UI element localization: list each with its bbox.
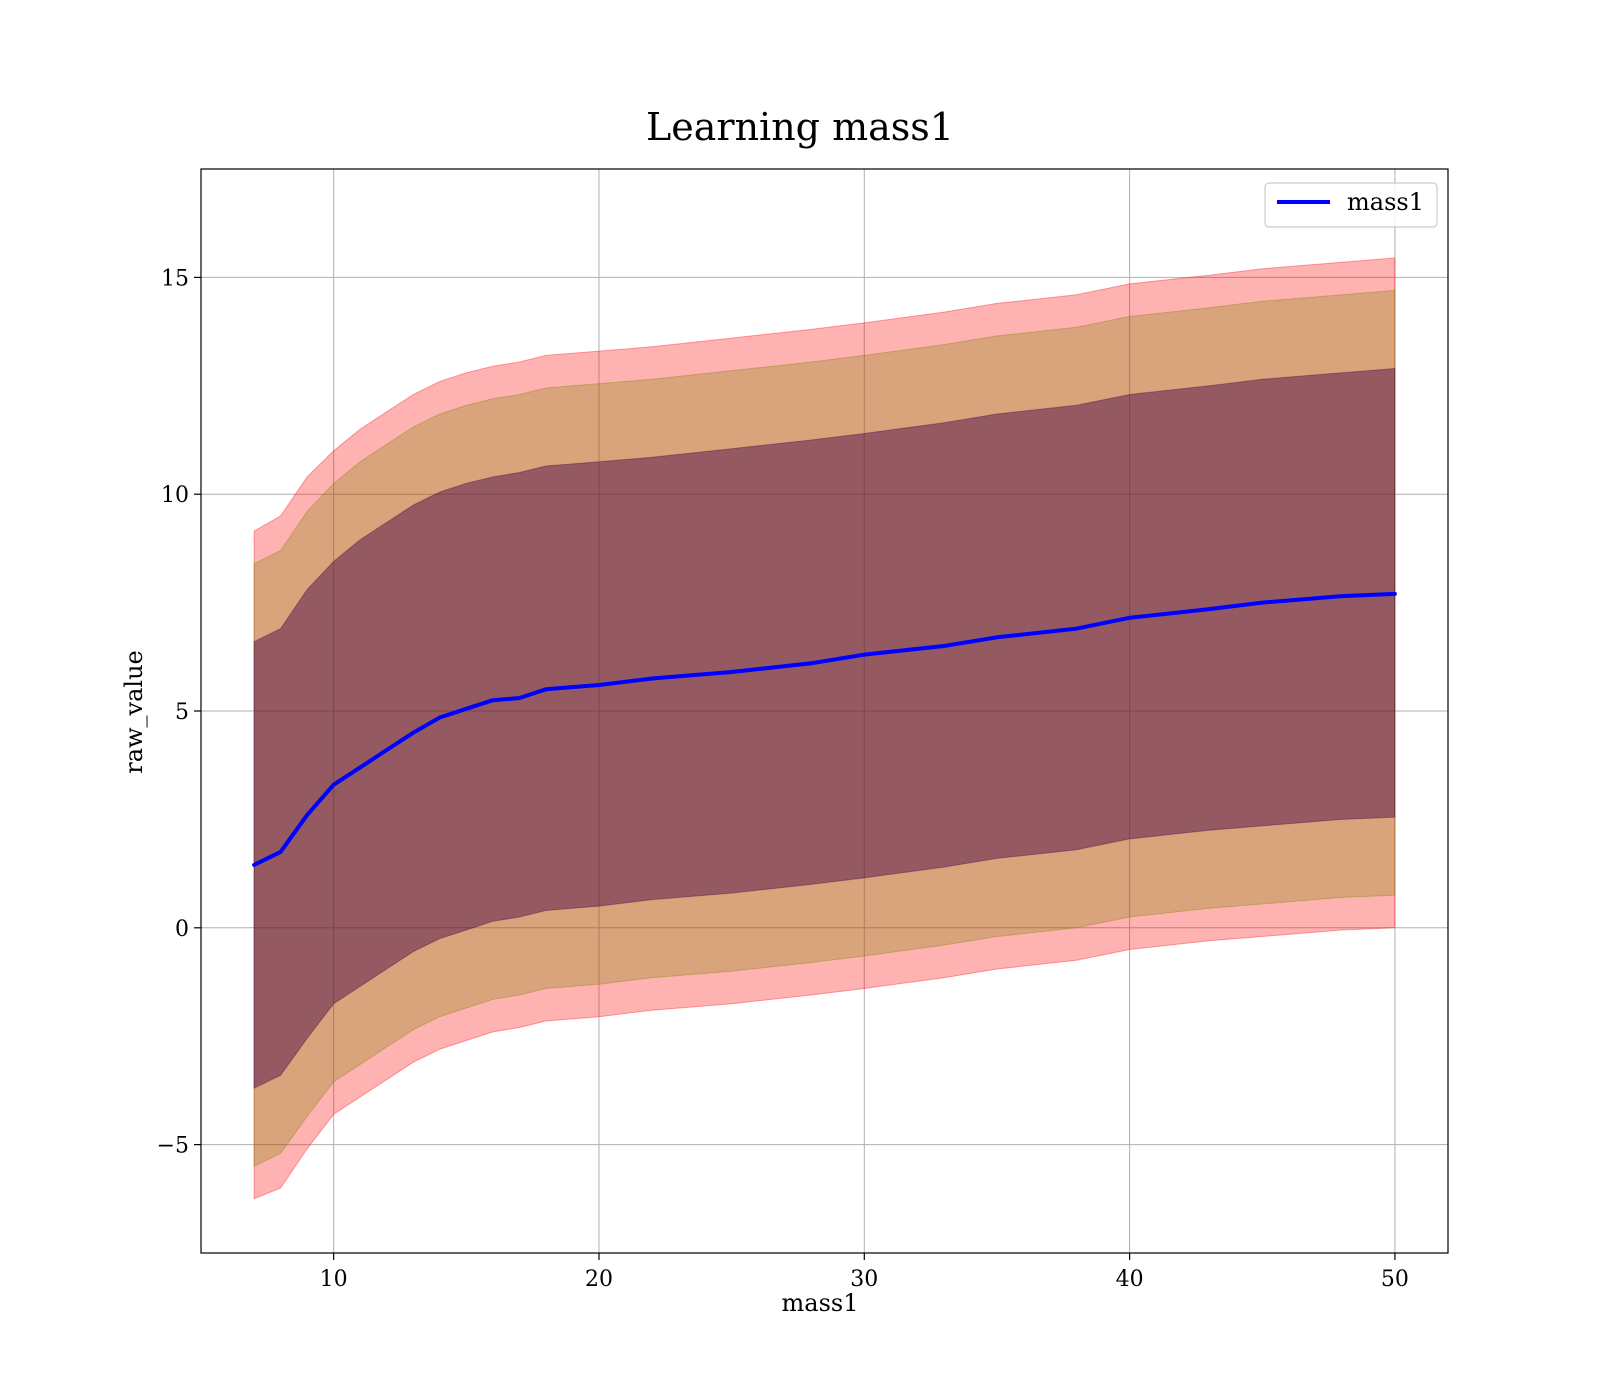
x-tick-label-2: 30 bbox=[850, 1267, 878, 1292]
y-tick-label-0: −5 bbox=[157, 1134, 189, 1159]
legend-box bbox=[1264, 182, 1438, 228]
y-tick-label-2: 5 bbox=[175, 700, 189, 725]
chart-title: Learning mass1 bbox=[646, 105, 954, 149]
y-tick-label-3: 10 bbox=[161, 483, 189, 508]
series-line-mass1 bbox=[252, 591, 1397, 867]
plot-area: 10 20 30 40 50 −5 0 5 10 15 bbox=[157, 168, 1449, 1292]
legend: mass1 bbox=[1264, 182, 1438, 228]
x-tick-label-4: 50 bbox=[1381, 1267, 1409, 1292]
y-axis-label: raw_value bbox=[120, 650, 148, 774]
x-tick-label-0: 10 bbox=[320, 1267, 348, 1292]
x-tick-label-3: 40 bbox=[1116, 1267, 1144, 1292]
band-1 bbox=[253, 289, 1396, 1168]
y-tick-label-4: 15 bbox=[161, 266, 189, 291]
legend-label-mass1: mass1 bbox=[1347, 188, 1424, 216]
x-tick-label-1: 20 bbox=[585, 1267, 613, 1292]
band-0 bbox=[253, 257, 1396, 1200]
band-2 bbox=[253, 367, 1396, 1090]
y-tick-label-1: 0 bbox=[175, 917, 189, 942]
x-axis-label: mass1 bbox=[782, 1289, 859, 1317]
